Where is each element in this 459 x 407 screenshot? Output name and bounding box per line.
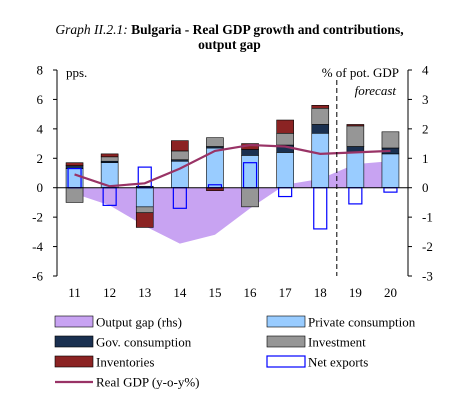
bar-gov-consumption — [241, 149, 259, 156]
y2-tick-label: 2 — [422, 121, 429, 136]
bar-private-consumption — [311, 132, 330, 189]
bar-investment — [65, 187, 84, 203]
bar-net-exports — [313, 187, 328, 230]
bar-gov-consumption — [311, 124, 330, 134]
legend-swatch-investment — [266, 335, 306, 348]
bar-private-consumption — [381, 153, 400, 189]
y-tick-label: 2 — [37, 151, 44, 166]
legend-label-real-gdp: Real GDP (y-o-y%) — [96, 375, 200, 390]
bar-investment — [276, 132, 294, 146]
legend-label-output-gap: Output gap (rhs) — [96, 315, 182, 330]
bar-investment — [381, 131, 400, 149]
title-line-2: output gap — [198, 37, 261, 52]
y2-tick-label: 1 — [422, 151, 429, 166]
x-tick-label: 20 — [384, 285, 397, 300]
bar-inventories — [135, 212, 154, 228]
x-tick-label: 18 — [314, 285, 327, 300]
x-tick-label: 12 — [103, 285, 116, 300]
y2-tick-label: -1 — [422, 210, 433, 225]
y-tick-label: -4 — [32, 239, 43, 254]
x-tick-label: 17 — [279, 285, 293, 300]
bar-investment — [100, 156, 119, 162]
legend-swatch-private-consumption — [266, 315, 306, 328]
bar-inventories — [276, 119, 294, 134]
output-gap-area — [74, 161, 391, 244]
legend-label-private-consumption: Private consumption — [308, 315, 416, 330]
bar-inventories — [346, 124, 365, 127]
y-tick-label: 0 — [37, 180, 44, 195]
bar-private-consumption — [135, 187, 154, 208]
bar-net-exports — [383, 187, 398, 193]
x-tick-label: 15 — [208, 285, 221, 300]
bar-net-exports — [278, 187, 293, 198]
y-axis-label: pps. — [66, 65, 87, 80]
y2-tick-label: -2 — [422, 239, 433, 254]
y2-tick-label: -3 — [422, 269, 433, 284]
x-tick-label: 11 — [68, 285, 81, 300]
y-tick-label: -6 — [32, 269, 43, 284]
bar-private-consumption — [346, 152, 365, 189]
x-tick-label: 16 — [244, 285, 258, 300]
bar-private-consumption — [276, 152, 294, 189]
legend-swatch-inventories — [54, 355, 94, 368]
y-tick-label: -2 — [32, 210, 43, 225]
legend-label-net-exports: Net exports — [308, 355, 368, 370]
y2-tick-label: 4 — [422, 63, 429, 78]
bar-investment — [311, 107, 330, 125]
bar-investment — [346, 125, 365, 147]
legend-label-gov-consumption: Gov. consumption — [96, 335, 192, 350]
bar-investment — [171, 150, 189, 161]
legend-label-inventories: Inventories — [96, 355, 154, 370]
bar-investment — [135, 206, 154, 214]
bar-investment — [241, 187, 259, 208]
legend-swatch-net-exports — [266, 355, 306, 368]
bar-inventories — [65, 162, 84, 166]
bar-inventories — [100, 153, 119, 158]
y2-tick-label: 3 — [422, 92, 429, 107]
title-line-1: Bulgaria - Real GDP growth and contribut… — [131, 22, 404, 37]
x-tick-label: 14 — [173, 285, 187, 300]
y2-tick-label: 0 — [422, 180, 429, 195]
y-tick-label: 6 — [37, 92, 44, 107]
x-tick-label: 19 — [349, 285, 362, 300]
bar-inventories — [311, 105, 330, 109]
bar-investment — [206, 137, 224, 147]
x-tick-label: 13 — [138, 285, 151, 300]
bar-net-exports — [348, 187, 363, 205]
legend-swatch-gov-consumption — [54, 335, 94, 348]
legend-label-investment: Investment — [308, 335, 366, 350]
y2-axis-label: % of pot. GDP — [322, 65, 399, 80]
y-tick-label: 4 — [37, 121, 44, 136]
chart-title: Graph II.2.1: Bulgaria - Real GDP growth… — [0, 22, 459, 52]
bar-inventories — [171, 140, 189, 152]
forecast-label: forecast — [355, 83, 397, 98]
graph-label: Graph II.2.1: — [55, 22, 128, 37]
legend-swatch-output-gap — [54, 315, 94, 328]
y-tick-label: 8 — [37, 63, 44, 78]
real-gdp-line — [74, 143, 391, 188]
